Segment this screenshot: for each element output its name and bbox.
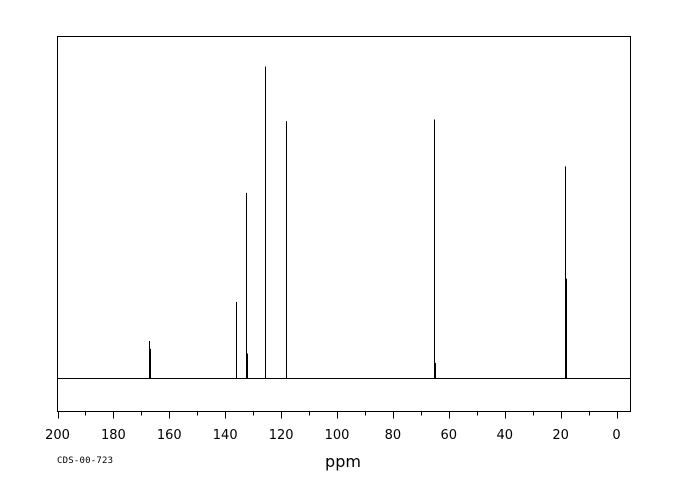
x-tick-label: 100: [325, 428, 350, 443]
x-tick-label: 60: [441, 428, 458, 443]
plot-frame: [57, 36, 631, 412]
x-tick-label: 160: [157, 428, 182, 443]
x-tick-label: 120: [269, 428, 294, 443]
x-axis-ticks: [58, 411, 618, 419]
x-tick-label: 20: [552, 428, 569, 443]
x-tick-label: 80: [385, 428, 402, 443]
x-tick-label: 40: [496, 428, 513, 443]
x-axis-label: ppm: [325, 452, 361, 471]
catalog-id-label: CDS-00-723: [57, 456, 114, 466]
x-tick-label: 180: [101, 428, 126, 443]
x-tick-label: 200: [45, 428, 70, 443]
peak-sticks: [149, 66, 567, 379]
x-tick-label: 140: [213, 428, 238, 443]
x-tick-label: 0: [612, 428, 620, 443]
x-axis-tick-labels: 200 180 160 140 120 100 80 60 40 20 0: [45, 428, 621, 443]
